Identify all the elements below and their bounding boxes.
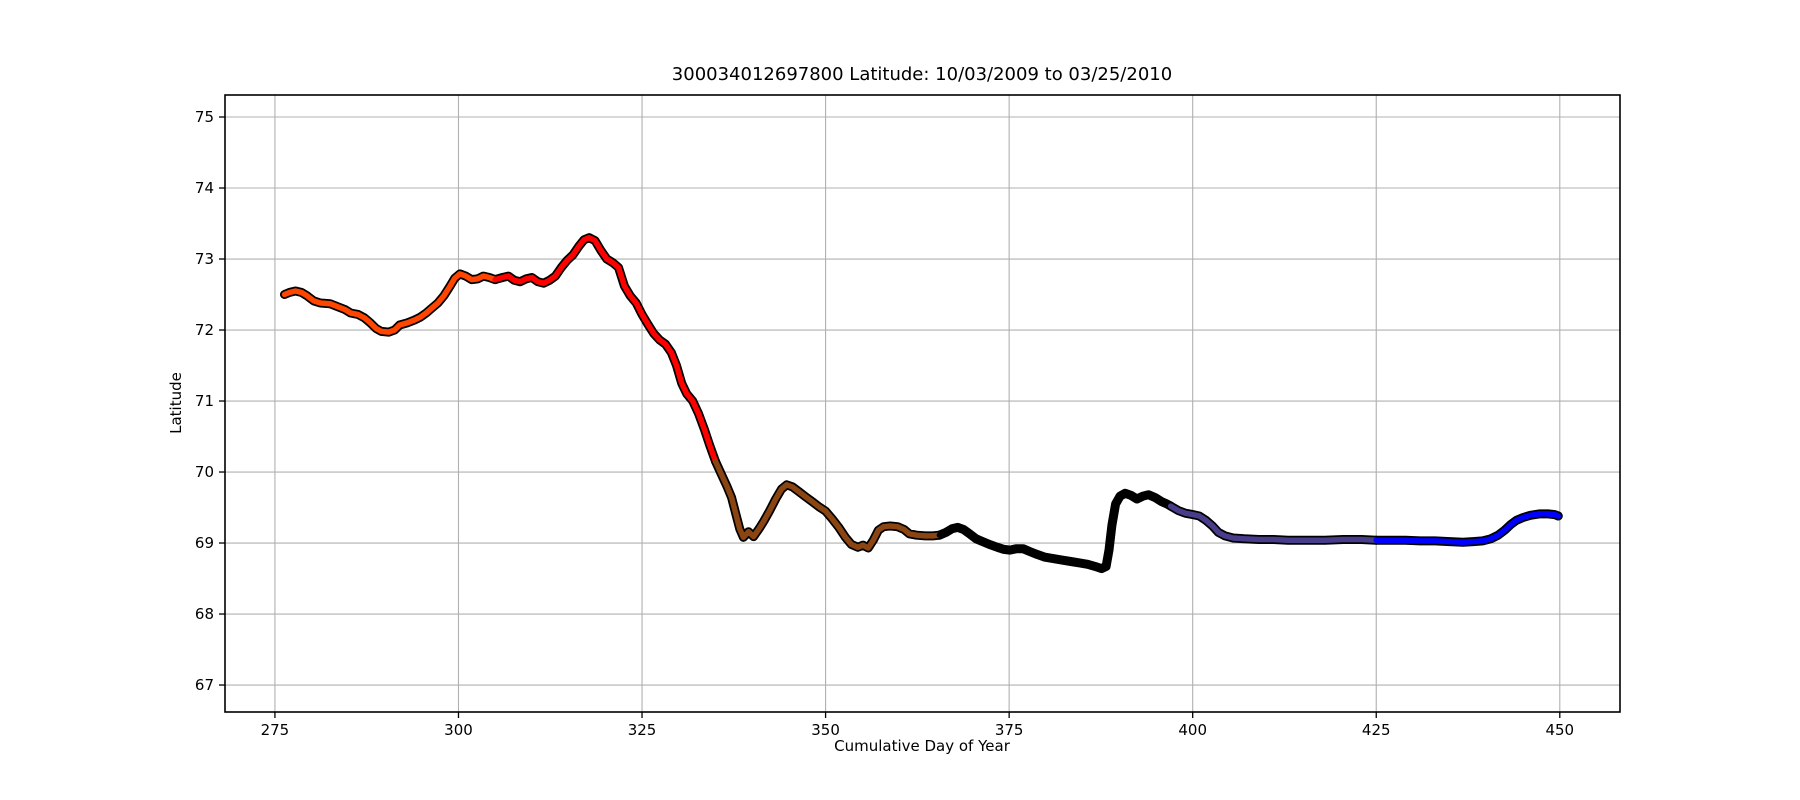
axes-layer: 275 300 325 350 375 400 425 450 67 68 69 70 71 72 73 74… <box>195 94 1621 739</box>
data-layer <box>280 233 1563 574</box>
plot-border <box>224 94 1621 713</box>
x-tick-label: 450 <box>1545 721 1574 739</box>
y-axis-label: Latitude <box>167 372 185 434</box>
y-tick-label: 67 <box>195 676 214 694</box>
series-4 <box>936 490 1174 572</box>
y-tick-label: 69 <box>195 534 214 552</box>
x-tick-label: 425 <box>1362 721 1391 739</box>
x-tick-label: 400 <box>1178 721 1207 739</box>
series-1 <box>281 271 498 335</box>
x-tick-label: 375 <box>995 721 1024 739</box>
x-axis-label: Cumulative Day of Year <box>834 737 1011 755</box>
y-tick-label: 73 <box>195 250 214 268</box>
y-tick-label: 70 <box>195 463 214 481</box>
y-tick-label: 75 <box>195 108 214 126</box>
series-5-outline <box>1166 501 1381 545</box>
y-tick-label: 71 <box>195 392 214 410</box>
x-tick-label: 300 <box>444 721 473 739</box>
series-5 <box>1167 503 1379 543</box>
grid-layer <box>225 95 1620 712</box>
x-tick-label: 350 <box>811 721 840 739</box>
x-tick-label: 325 <box>628 721 657 739</box>
series-6 <box>1373 511 1562 546</box>
x-tick-label: 275 <box>261 721 290 739</box>
series-3 <box>712 458 943 551</box>
series-2-outline <box>490 233 720 466</box>
y-tick-label: 68 <box>195 605 214 623</box>
series-2 <box>492 234 719 465</box>
y-tick-label: 72 <box>195 321 214 339</box>
y-tick-label: 74 <box>195 179 214 197</box>
chart-title: 300034012697800 Latitude: 10/03/2009 to … <box>672 64 1172 85</box>
